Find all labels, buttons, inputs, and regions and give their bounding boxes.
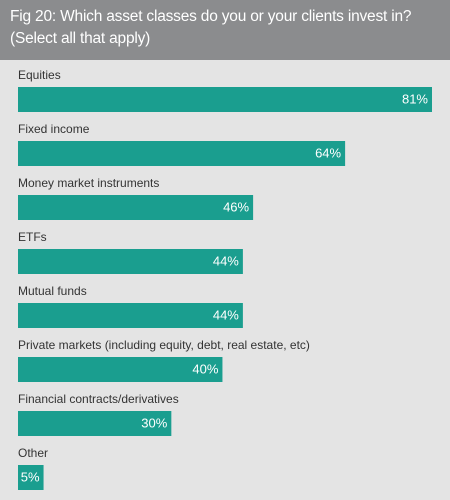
bar bbox=[18, 87, 432, 112]
value-label: 81% bbox=[402, 91, 428, 106]
category-label: Other bbox=[18, 446, 48, 460]
category-label: ETFs bbox=[18, 230, 47, 244]
bar bbox=[18, 249, 243, 274]
value-label: 44% bbox=[213, 253, 239, 268]
bar bbox=[18, 357, 223, 382]
value-label: 5% bbox=[21, 469, 40, 484]
bar bbox=[18, 411, 172, 436]
category-label: Money market instruments bbox=[18, 176, 159, 190]
value-label: 44% bbox=[213, 307, 239, 322]
category-label: Financial contracts/derivatives bbox=[18, 392, 179, 406]
plot-area: Equities 81% Fixed income 64% Money market i… bbox=[18, 68, 432, 490]
bar bbox=[18, 195, 254, 220]
category-label: Mutual funds bbox=[18, 284, 87, 298]
bar bbox=[18, 303, 243, 328]
chart-title: Fig 20: Which asset classes do you or yo… bbox=[10, 8, 412, 47]
category-label: Fixed income bbox=[18, 122, 90, 136]
bar bbox=[18, 141, 346, 166]
header: Fig 20: Which asset classes do you or yo… bbox=[0, 0, 450, 60]
value-label: 30% bbox=[141, 415, 167, 430]
value-label: 64% bbox=[315, 145, 341, 160]
value-label: 46% bbox=[223, 199, 249, 214]
bar bbox=[18, 465, 44, 490]
category-label: Private markets (including equity, debt,… bbox=[18, 338, 310, 352]
category-label: Equities bbox=[18, 68, 61, 82]
value-label: 40% bbox=[192, 361, 218, 376]
